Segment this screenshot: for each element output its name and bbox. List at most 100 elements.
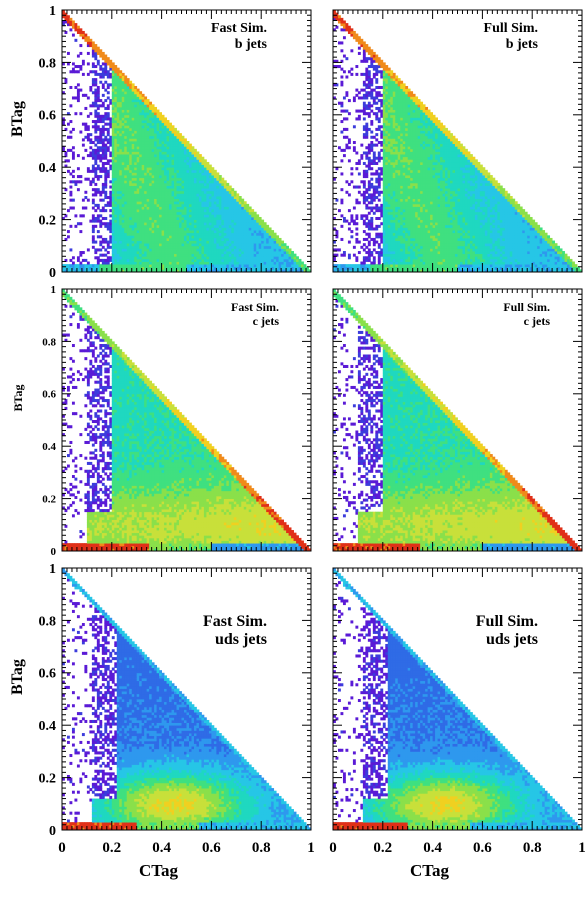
heatmap-bin (159, 222, 162, 225)
heatmap-bin (234, 235, 237, 238)
heatmap-bin (159, 123, 162, 126)
heatmap-bin (137, 141, 140, 144)
heatmap-bin (164, 254, 167, 257)
heatmap-bin (385, 193, 388, 196)
heatmap-bin (142, 138, 145, 141)
heatmap-bin (104, 89, 107, 92)
heatmap-bin (231, 248, 234, 251)
heatmap-bin (378, 264, 381, 267)
heatmap-bin (152, 136, 155, 139)
heatmap-bin (370, 186, 373, 189)
heatmap-bin (159, 246, 162, 249)
heatmap-bin (144, 154, 147, 157)
heatmap-bin (199, 243, 202, 246)
heatmap-bin (154, 170, 157, 173)
heatmap-bin (114, 151, 117, 154)
heatmap-bin (375, 55, 378, 58)
heatmap-bin (380, 136, 383, 139)
heatmap-bin (279, 243, 282, 246)
heatmap-bin (276, 251, 279, 254)
heatmap-bin (162, 214, 165, 217)
heatmap-bin (127, 186, 130, 189)
heatmap-bin (363, 191, 366, 194)
heatmap-bin (191, 196, 194, 199)
heatmap-bin (134, 149, 137, 152)
heatmap-bin (231, 233, 234, 236)
heatmap-bin (117, 199, 120, 202)
heatmap-bin (350, 167, 353, 170)
heatmap-bin (355, 151, 358, 154)
heatmap-bin (112, 89, 115, 92)
heatmap-bin (119, 172, 122, 175)
heatmap-bin (390, 125, 393, 128)
heatmap-bin (229, 254, 232, 257)
heatmap-bin (368, 222, 371, 225)
heatmap-bin (82, 144, 85, 147)
heatmap-bin (107, 243, 110, 246)
heatmap-bin (385, 162, 388, 165)
heatmap-bin (127, 238, 130, 241)
heatmap-bin (69, 20, 72, 23)
heatmap-bin (109, 62, 112, 65)
heatmap-bin (164, 146, 167, 149)
heatmap-bin (224, 220, 227, 223)
heatmap-bin (211, 225, 214, 228)
heatmap-bin (204, 225, 207, 228)
heatmap-bin (124, 193, 127, 196)
heatmap-bin (159, 230, 162, 233)
heatmap-bin (167, 125, 170, 128)
heatmap-bin (154, 165, 157, 168)
heatmap-bin (187, 209, 190, 212)
heatmap-bin (87, 154, 90, 157)
heatmap-bin (224, 214, 227, 217)
heatmap-bin (154, 207, 157, 210)
heatmap-bin (281, 262, 284, 265)
heatmap-bin (182, 204, 185, 207)
heatmap-bin (373, 52, 376, 55)
heatmap-bin (189, 238, 192, 241)
heatmap-bin (196, 225, 199, 228)
heatmap-bin (147, 99, 150, 102)
heatmap-bin (159, 141, 162, 144)
heatmap-bin (266, 248, 269, 251)
heatmap-bin (157, 207, 160, 210)
heatmap-bin (249, 238, 252, 241)
heatmap-bin (122, 175, 125, 178)
heatmap-bin (380, 99, 383, 102)
heatmap-bin (152, 225, 155, 228)
heatmap-bin (274, 251, 277, 254)
heatmap-bin (206, 233, 209, 236)
heatmap-bin (147, 167, 150, 170)
heatmap-bin (134, 170, 137, 173)
heatmap-bin (87, 41, 90, 44)
heatmap-bin (144, 138, 147, 141)
heatmap-bin (239, 235, 242, 238)
heatmap-bin (286, 254, 289, 257)
heatmap-bin (368, 49, 371, 52)
heatmap-bin (368, 70, 371, 73)
heatmap-bin (204, 259, 207, 262)
heatmap-bin (375, 133, 378, 136)
heatmap-bin (142, 222, 145, 225)
heatmap-bin (117, 81, 120, 84)
heatmap-bin (187, 214, 190, 217)
heatmap-bin (139, 212, 142, 215)
heatmap-bin (241, 217, 244, 220)
heatmap-bin (72, 180, 75, 183)
heatmap-bin (254, 248, 257, 251)
heatmap-bin (211, 175, 214, 178)
heatmap-bin (172, 199, 175, 202)
heatmap-bin (127, 170, 130, 173)
heatmap-bin (177, 151, 180, 154)
heatmap-bin (350, 172, 353, 175)
heatmap-bin (149, 204, 152, 207)
heatmap-bin (383, 125, 386, 128)
heatmap-bin (204, 243, 207, 246)
heatmap-bin (385, 227, 388, 230)
heatmap-bin (112, 151, 115, 154)
heatmap-bin (189, 207, 192, 210)
heatmap-bin (137, 227, 140, 230)
heatmap-bin (286, 259, 289, 262)
heatmap-bin (383, 99, 386, 102)
heatmap-bin (216, 225, 219, 228)
